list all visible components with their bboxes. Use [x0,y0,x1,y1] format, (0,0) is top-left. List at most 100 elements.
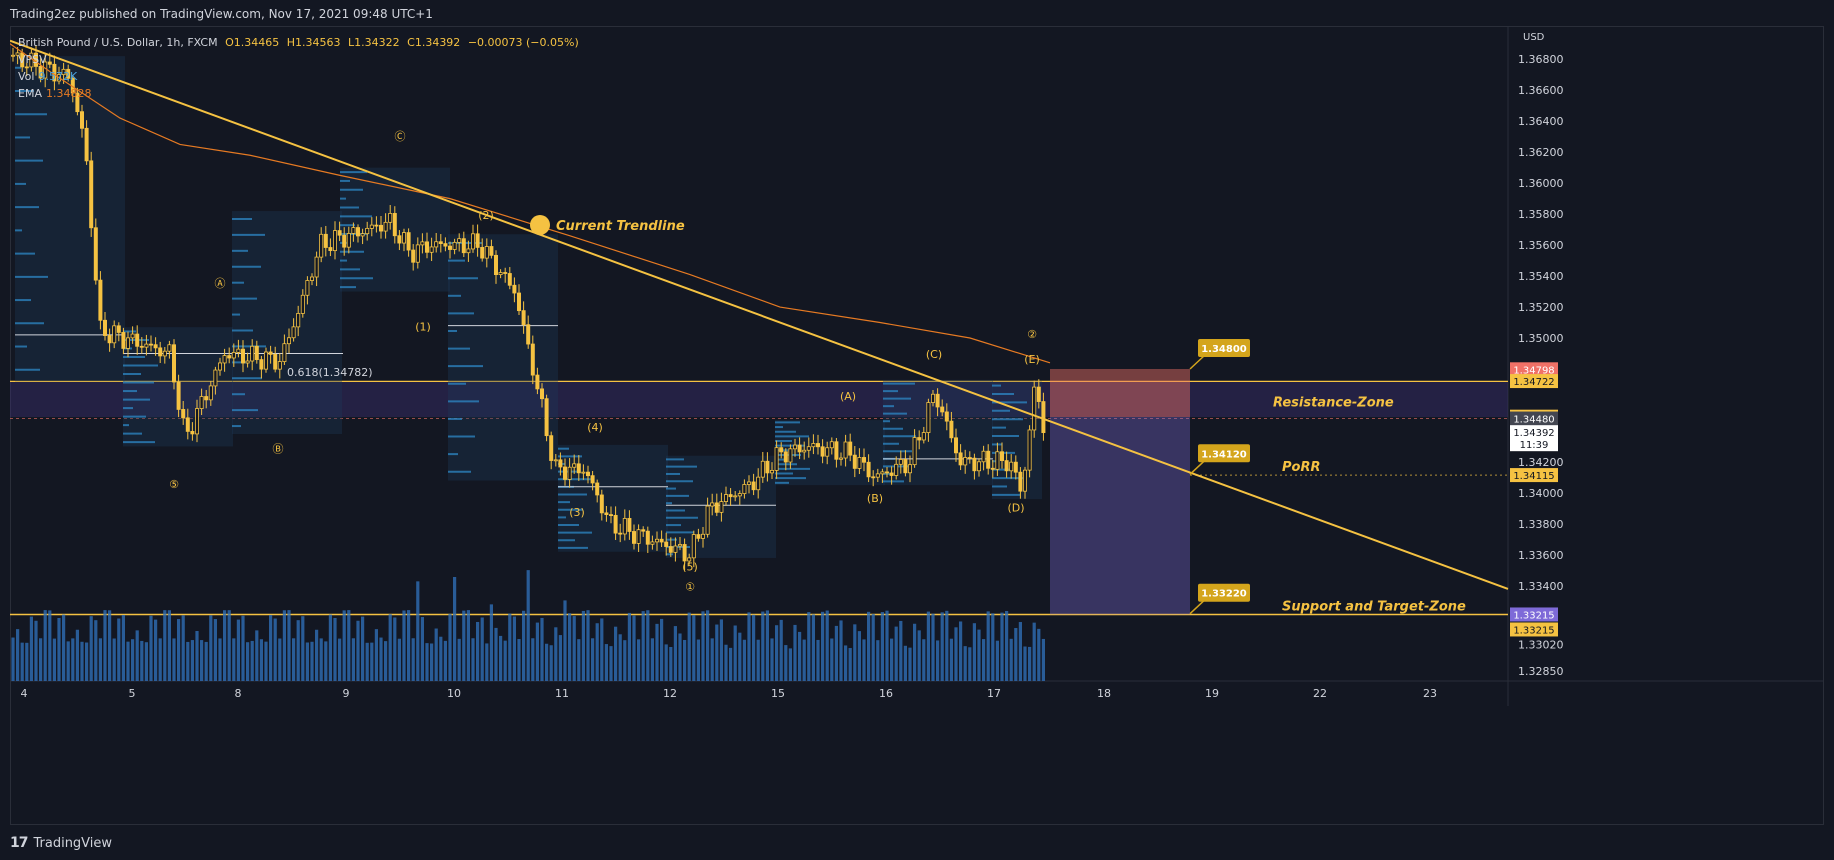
candle-body [365,227,370,235]
volume-bar [1032,622,1036,681]
candle-body [659,538,664,543]
volume-bar [25,642,29,681]
candle-body [806,446,811,451]
volume-bar [158,638,162,681]
candle-body [944,411,949,422]
volume-bar [949,638,953,681]
candle-body [553,459,558,462]
volume-bar [775,625,779,681]
candle-body [572,463,577,468]
volume-bar [802,639,806,681]
volume-bar [554,627,558,681]
volume-bar [880,612,884,681]
volume-bar [972,623,976,681]
volume-bar [356,620,360,681]
candle-body [687,557,692,562]
volume-bar [692,615,696,681]
volume-bar [227,610,231,681]
candle-body [236,348,241,353]
candle-body [747,481,752,485]
candle-body [489,246,494,256]
volume-bar [687,612,691,681]
candle-body [139,345,144,348]
candle-body [783,451,788,463]
candle-body [360,233,365,237]
volume-bar [347,610,351,681]
volume-bar [1014,628,1018,681]
price-tag-text: 1.33215 [1513,625,1554,636]
candle-body [227,355,232,359]
volume-bar [338,638,342,681]
volume-bar [407,610,411,681]
price-tag-box [1510,362,1558,377]
volume-bar [117,618,121,681]
candle-body [990,467,995,470]
candle-body [590,475,595,484]
volume-bar [673,626,677,681]
candle-body [705,505,710,535]
volume-bar [890,638,894,681]
candle-body [733,495,738,498]
candle-body [254,345,259,360]
candle-body [346,233,351,248]
y-tick-label: 1.35800 [1518,208,1564,221]
candle-body [521,310,526,326]
candle-body [424,241,429,253]
volume-bar [646,610,650,681]
volume-bar [724,644,728,681]
volume-bar [871,614,875,681]
volume-bar [94,620,98,681]
candle-body [871,476,876,479]
volume-bar [319,638,323,681]
volume-bar [108,610,112,681]
candle-body [126,337,131,349]
volume-bar [784,645,788,681]
candle-body [181,409,186,419]
wave-label: (D) [1007,501,1024,514]
volume-bar [572,616,576,681]
volume-bar [181,615,185,681]
wave-label: (5) [682,560,698,573]
volume-bar [457,638,461,681]
candle-body [972,457,977,472]
candle-body [954,437,959,454]
volume-bar [411,638,415,681]
volume-bar [278,638,282,681]
volume-bar [637,639,641,681]
resistance-zone [10,381,1508,417]
price-chart[interactable]: Current Trendline 0.618(1.34782) Resistanc… [10,26,1824,706]
x-tick-label: 4 [21,687,28,700]
candle-body [604,512,609,516]
candle-body [581,471,586,474]
price-tag-text: 1.34115 [1513,471,1554,482]
volume-bar [977,629,981,681]
volume-bar [397,638,401,681]
volume-bar [710,638,714,681]
candle-body [470,233,475,250]
x-tick-label: 17 [987,687,1001,700]
volume-bar [1018,622,1022,681]
candle-body [599,494,604,514]
candle-body [1000,451,1005,461]
volume-bar [558,635,562,681]
candle-body [158,347,163,357]
candle-body [47,61,52,65]
volume-bar [959,621,963,681]
volume-bar [885,610,889,681]
price-tag-box [1510,468,1558,483]
porr-label: PoRR [1282,460,1320,475]
volume-bar [793,624,797,681]
candle-body [33,52,38,67]
volume-bar [393,617,397,681]
legend-vol-label: Vol [18,70,35,83]
volume-bar [135,630,139,681]
y-tick-label: 1.36800 [1518,53,1564,66]
volume-bar [669,646,673,681]
volume-bar [848,648,852,681]
wave-label: (B) [867,492,883,505]
tradingview-logo-icon: 𝟭𝟳 [10,835,29,851]
volume-bar [706,610,710,681]
candle-body [921,432,926,441]
candle-body [61,68,66,76]
volume-bar [149,615,153,681]
